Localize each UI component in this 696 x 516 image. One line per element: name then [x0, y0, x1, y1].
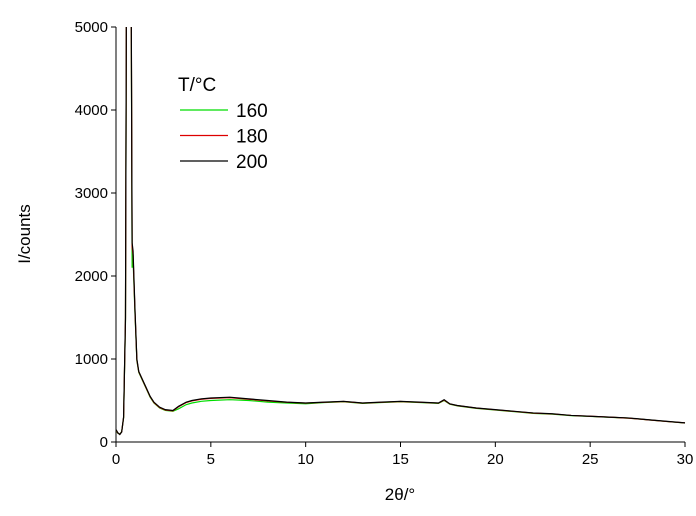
x-tick-label: 30 [677, 451, 694, 468]
y-tick-label: 5000 [75, 19, 108, 36]
y-axis-label: I/counts [15, 204, 34, 264]
x-tick-label: 20 [487, 451, 504, 468]
legend-label: 200 [236, 152, 268, 173]
data-line [116, 27, 686, 436]
y-tick-label: 3000 [75, 185, 108, 202]
data-line [116, 27, 686, 436]
y-tick-label: 4000 [75, 102, 108, 119]
x-axis-label: 2θ/° [385, 485, 415, 504]
plot-area [116, 27, 686, 436]
x-tick-label: 5 [207, 451, 215, 468]
x-tick-label: 0 [112, 451, 120, 468]
y-tick-label: 1000 [75, 351, 108, 368]
y-tick-label: 2000 [75, 268, 108, 285]
x-tick-label: 15 [392, 451, 409, 468]
x-tick-label: 10 [297, 451, 314, 468]
data-line [116, 27, 686, 435]
y-tick-label: 0 [100, 434, 108, 451]
legend-label: 160 [236, 101, 268, 122]
legend-title: T/°C [178, 75, 216, 96]
x-tick-label: 25 [582, 451, 599, 468]
legend-label: 180 [236, 127, 268, 148]
